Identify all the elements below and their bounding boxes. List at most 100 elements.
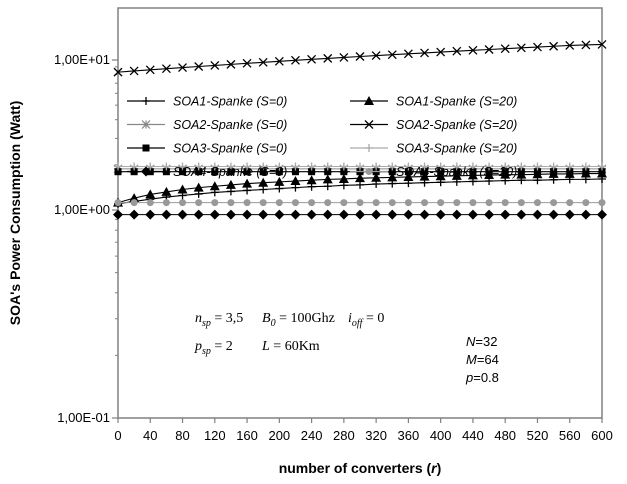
data-point (484, 45, 494, 54)
data-point (259, 185, 268, 194)
data-point (193, 182, 204, 192)
data-point (421, 168, 429, 176)
x-tick-label: 120 (204, 428, 226, 443)
data-point (419, 209, 430, 220)
legend-label: SOA1-Spanke (S=20) (396, 95, 517, 109)
data-point (566, 168, 574, 176)
data-point (582, 168, 590, 176)
data-point (404, 162, 413, 171)
data-point (243, 162, 252, 171)
data-point (161, 64, 171, 74)
data-point (225, 179, 236, 189)
legend-marker (141, 166, 151, 177)
data-point (323, 182, 332, 191)
legend-item: SOA4-Spanke (S=0) (127, 165, 287, 179)
data-point (340, 199, 348, 207)
data-point (339, 52, 349, 62)
data-point (598, 168, 606, 176)
data-point (193, 209, 204, 220)
data-point (387, 50, 397, 60)
data-point (130, 199, 138, 207)
annotations: nsp = 3,5 B0 = 100Ghz ioff = 0 psp = 2 L = 6… (194, 311, 499, 385)
series-7 (113, 209, 607, 220)
data-point (162, 168, 170, 176)
data-point (210, 60, 220, 70)
x-tick-label: 80 (175, 428, 189, 443)
data-point (340, 168, 348, 176)
data-point (242, 178, 253, 188)
x-tick-label: 400 (430, 428, 452, 443)
data-point (227, 168, 235, 176)
legend-label: SOA2-Spanke (S=0) (173, 118, 287, 132)
data-point (274, 56, 284, 66)
data-point (275, 199, 283, 207)
legend-marker (364, 120, 374, 129)
data-point (145, 65, 155, 75)
data-point (339, 162, 348, 171)
data-point (371, 209, 382, 220)
legend-marker (141, 120, 151, 129)
data-point (306, 175, 317, 185)
x-tick-label: 320 (365, 428, 387, 443)
y-axis-ticks: 1,00E+01 1,00E+00 1,00E-01 (54, 52, 118, 425)
data-point (582, 199, 590, 207)
data-point (565, 41, 575, 50)
data-point (532, 209, 543, 220)
data-point (259, 162, 268, 171)
data-point (179, 168, 187, 176)
data-point (227, 199, 235, 207)
y-tick-label: 1,00E+00 (54, 202, 110, 217)
legend-label: SOA2-Spanke (S=20) (396, 118, 517, 132)
data-point (565, 162, 574, 171)
x-tick-label: 240 (301, 428, 323, 443)
data-point (226, 59, 236, 69)
data-point (468, 45, 478, 55)
legend-item: SOA3-Spanke (S=0) (127, 142, 287, 156)
x-axis-title: number of converters (r) (279, 460, 442, 476)
data-point (162, 162, 171, 171)
legend-item: SOA1-Spanke (S=20) (350, 95, 517, 109)
data-point (598, 162, 606, 171)
data-point (566, 199, 574, 207)
data-point (452, 46, 462, 56)
data-point (178, 63, 187, 73)
data-point (436, 47, 446, 57)
data-point (469, 199, 477, 207)
data-point (324, 199, 332, 207)
data-point (194, 162, 203, 171)
switch-parameter: M=64 (466, 352, 499, 367)
data-point (179, 199, 187, 207)
data-point (259, 168, 267, 176)
legend-marker (365, 168, 373, 175)
data-point (145, 209, 156, 220)
data-point (581, 40, 591, 50)
data-point (437, 199, 445, 207)
data-point (467, 209, 478, 220)
series-6 (114, 162, 606, 171)
legend-label: SOA4-Spanke (S=0) (173, 165, 287, 179)
data-point (597, 39, 607, 49)
data-point (436, 162, 445, 171)
data-point (146, 162, 155, 171)
data-point (242, 209, 253, 220)
switch-parameter: N=32 (466, 334, 497, 349)
legend-item: SOA2-Spanke (S=0) (127, 118, 287, 132)
data-point (355, 173, 365, 183)
parameter-label: psp = 2 (194, 339, 233, 357)
data-point (533, 168, 541, 176)
legend-label: SOA1-Spanke (S=0) (173, 95, 287, 109)
data-point (403, 171, 414, 181)
data-point (259, 199, 267, 207)
y-axis-title: SOA's Power Consumption (Watt) (7, 101, 23, 325)
data-point (242, 58, 252, 68)
data-point (307, 54, 317, 64)
data-point (501, 168, 509, 176)
x-tick-label: 600 (591, 428, 613, 443)
data-point (114, 168, 122, 176)
data-point (177, 184, 188, 194)
data-point (485, 168, 493, 176)
data-point (258, 177, 269, 187)
data-point (356, 162, 364, 171)
data-point (581, 162, 590, 171)
data-point (195, 199, 203, 207)
